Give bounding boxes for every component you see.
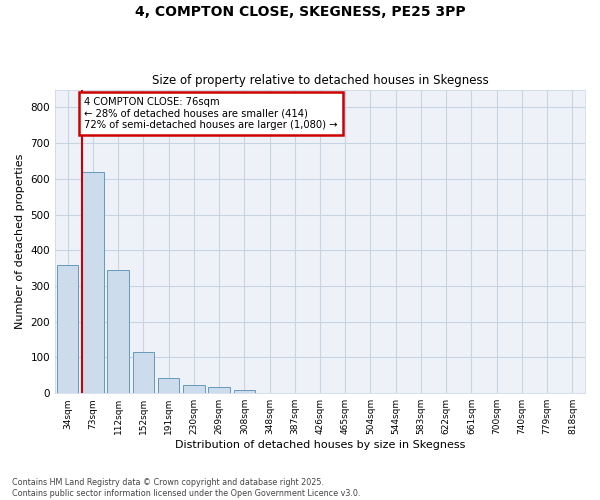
Text: Contains HM Land Registry data © Crown copyright and database right 2025.
Contai: Contains HM Land Registry data © Crown c…: [12, 478, 361, 498]
Bar: [183, 386, 205, 393]
Title: Size of property relative to detached houses in Skegness: Size of property relative to detached ho…: [152, 74, 488, 87]
Bar: [208, 387, 230, 393]
Text: 4, COMPTON CLOSE, SKEGNESS, PE25 3PP: 4, COMPTON CLOSE, SKEGNESS, PE25 3PP: [134, 5, 466, 19]
X-axis label: Distribution of detached houses by size in Skegness: Distribution of detached houses by size …: [175, 440, 465, 450]
Bar: [57, 264, 79, 393]
Text: 4 COMPTON CLOSE: 76sqm
← 28% of detached houses are smaller (414)
72% of semi-de: 4 COMPTON CLOSE: 76sqm ← 28% of detached…: [84, 96, 338, 130]
Bar: [82, 172, 104, 393]
Bar: [107, 270, 129, 393]
Bar: [158, 378, 179, 393]
Y-axis label: Number of detached properties: Number of detached properties: [15, 154, 25, 329]
Bar: [233, 390, 255, 393]
Bar: [133, 352, 154, 393]
